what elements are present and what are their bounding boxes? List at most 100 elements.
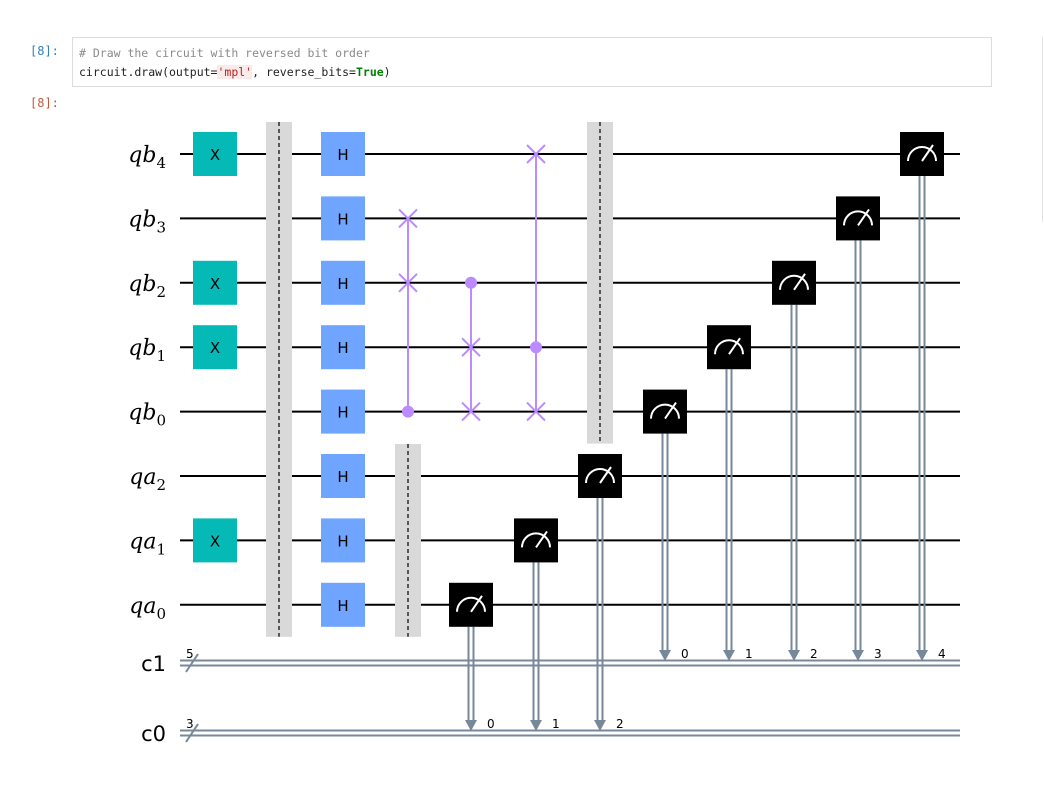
measure-arrow <box>465 720 477 731</box>
meter-arc <box>456 596 486 612</box>
code-close-paren: ) <box>383 65 391 79</box>
gate-body <box>321 260 365 305</box>
swap-stroke <box>461 337 481 357</box>
h-gate: H <box>321 518 365 563</box>
swap-stroke <box>461 401 481 422</box>
qubit-label: qa0 <box>129 594 166 623</box>
barrier <box>395 444 421 637</box>
swap-cross <box>461 337 481 357</box>
x-gate: X <box>193 132 237 176</box>
measure-gate <box>578 454 622 498</box>
code-string: 'mpl' <box>217 65 253 79</box>
measure-arrow <box>659 650 671 661</box>
gate-label: H <box>337 339 348 357</box>
measure-arrow <box>788 650 800 661</box>
gate-body <box>321 582 365 627</box>
swap-cross <box>461 401 481 422</box>
classical-bit-index: 4 <box>938 647 946 661</box>
gate-body <box>321 325 365 370</box>
gate-body <box>193 518 237 563</box>
meter-arc <box>650 403 680 419</box>
measure-arrow <box>723 650 735 661</box>
gate-body <box>193 325 237 370</box>
measure-arrow <box>852 650 864 661</box>
gate-label: X <box>210 532 220 550</box>
qubit-label: qb3 <box>128 207 166 236</box>
classical-bit-index: 0 <box>487 717 495 731</box>
code-arg: , reverse_bits= <box>252 65 356 79</box>
h-gate: H <box>321 454 365 498</box>
meter-needle <box>470 595 483 613</box>
measure-gate <box>900 132 944 176</box>
classical-bit-index: 0 <box>681 647 689 661</box>
gate-label: H <box>337 210 348 228</box>
meter-arc <box>585 468 615 484</box>
gate-body <box>193 132 237 176</box>
h-gate: H <box>321 389 365 434</box>
qubit-label: qa1 <box>129 529 166 558</box>
gate-label: X <box>210 275 220 293</box>
swap-stroke <box>398 208 418 229</box>
meter-needle <box>921 144 934 162</box>
code-comment: # Draw the circuit with reversed bit ord… <box>79 46 370 60</box>
code-cell[interactable]: # Draw the circuit with reversed bit ord… <box>72 37 992 87</box>
gate-body <box>321 132 365 176</box>
bus-slash <box>185 723 199 743</box>
measure-gate <box>514 518 558 563</box>
gate-body <box>321 518 365 563</box>
swap-cross <box>398 273 418 293</box>
register-size: 3 <box>186 717 194 731</box>
h-gate: H <box>321 132 365 176</box>
gate-body <box>321 454 365 498</box>
classical-register-label: c1 <box>141 652 166 676</box>
classical-bit-index: 1 <box>552 717 560 731</box>
classical-bit-index: 2 <box>616 717 624 731</box>
x-gate: X <box>193 260 237 305</box>
measure-box <box>449 582 493 627</box>
qubit-label: qb2 <box>128 272 166 301</box>
swap-stroke <box>526 144 546 164</box>
output-scroll-rail[interactable] <box>1042 37 1043 222</box>
meter-needle <box>857 208 870 226</box>
h-gate: H <box>321 260 365 305</box>
gate-body <box>193 260 237 305</box>
bus-slash <box>185 653 199 673</box>
gate-label: H <box>337 404 348 422</box>
swap-stroke <box>526 401 546 422</box>
measure-gate <box>707 325 751 370</box>
qubit-label: qb0 <box>128 401 166 430</box>
measure-gate <box>772 260 816 305</box>
measure-arrow <box>916 650 928 661</box>
meter-needle <box>728 337 741 355</box>
swap-cross <box>398 208 418 229</box>
swap-cross <box>526 144 546 164</box>
measure-gate <box>449 582 493 627</box>
measure-box <box>514 518 558 563</box>
measure-box <box>707 325 751 370</box>
control-dot <box>465 276 477 289</box>
meter-arc <box>779 274 809 290</box>
classical-register-label: c0 <box>141 722 166 746</box>
control-dot <box>402 405 414 418</box>
meter-needle <box>599 466 612 484</box>
classical-bit-index: 2 <box>810 647 818 661</box>
gate-body <box>321 389 365 434</box>
classical-bit-index: 1 <box>745 647 753 661</box>
gate-label: H <box>337 532 348 550</box>
measure-box <box>772 260 816 305</box>
measure-arrow <box>594 720 606 731</box>
measure-gate <box>836 196 880 241</box>
control-dot <box>530 341 542 354</box>
qubit-label: qb1 <box>128 336 166 365</box>
gate-label: H <box>337 146 348 164</box>
x-gate: X <box>193 518 237 563</box>
swap-cross <box>526 401 546 422</box>
meter-needle <box>535 530 548 548</box>
gate-body <box>321 196 365 241</box>
measure-arrow <box>530 720 542 731</box>
measure-box <box>643 389 687 434</box>
meter-arc <box>843 210 873 226</box>
gate-label: H <box>337 468 348 486</box>
code-keyword: True <box>355 65 384 79</box>
